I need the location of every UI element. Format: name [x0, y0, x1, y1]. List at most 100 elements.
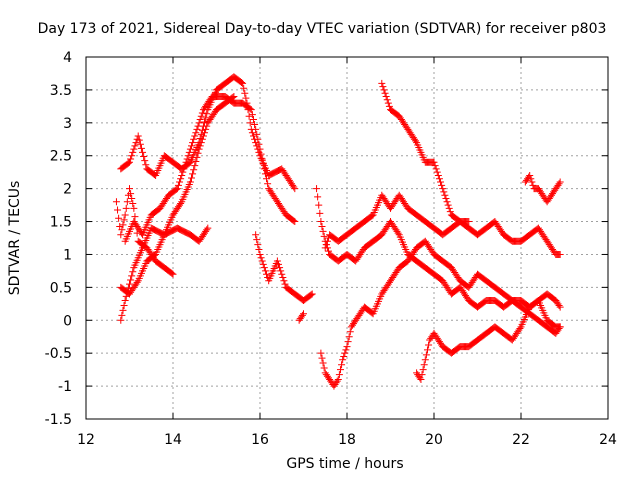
data-point	[343, 343, 351, 351]
data-point	[394, 229, 402, 237]
data-point	[420, 361, 428, 369]
data-point	[255, 246, 263, 254]
data-point	[126, 280, 133, 288]
data-point	[412, 137, 420, 145]
x-tick-labels: 12 14 16 18 20 22 24	[77, 432, 617, 448]
series-s7	[295, 310, 307, 324]
x-tick-label: 12	[77, 432, 95, 448]
data-point	[246, 105, 254, 113]
data-point	[338, 361, 346, 369]
data-point	[418, 371, 426, 379]
data-point	[140, 153, 148, 161]
data-point	[178, 171, 186, 179]
data-point	[465, 218, 473, 226]
series-s2	[121, 92, 299, 245]
data-point	[174, 181, 182, 189]
data-point	[290, 183, 298, 191]
data-point	[131, 142, 139, 150]
data-point	[132, 221, 140, 229]
data-point	[308, 290, 316, 298]
data-point	[177, 175, 185, 183]
data-point	[318, 222, 326, 230]
data-point	[323, 237, 331, 245]
data-point	[121, 297, 129, 305]
data-point	[187, 174, 195, 182]
data-point	[247, 106, 255, 114]
series-s6	[252, 231, 316, 305]
x-tick-label: 14	[164, 432, 182, 448]
data-point	[118, 311, 126, 319]
data-point	[190, 135, 198, 143]
data-point	[122, 204, 130, 212]
data-point	[319, 359, 327, 367]
data-point	[378, 79, 386, 87]
data-point	[322, 241, 330, 249]
data-point	[123, 288, 131, 296]
data-point	[422, 351, 430, 359]
data-point	[198, 135, 206, 143]
data-point	[119, 221, 127, 229]
data-point	[240, 84, 248, 92]
data-point	[437, 178, 445, 186]
data-point	[344, 338, 352, 346]
y-tick-label: -0.5	[45, 346, 72, 362]
data-point	[291, 185, 299, 193]
data-point	[556, 250, 564, 258]
data-point	[129, 148, 137, 156]
data-point	[251, 120, 259, 128]
y-tick-label: -1.5	[45, 412, 72, 428]
data-point	[204, 224, 212, 232]
data-point	[193, 125, 201, 133]
data-point	[555, 180, 563, 188]
data-point	[189, 139, 197, 147]
data-point	[127, 190, 135, 198]
data-point	[443, 198, 451, 206]
data-point	[115, 214, 123, 222]
data-point	[439, 185, 447, 193]
data-point	[334, 376, 342, 384]
data-point	[278, 270, 286, 278]
data-point	[127, 155, 135, 163]
data-point	[238, 79, 246, 87]
data-point	[260, 264, 268, 272]
data-point	[203, 122, 211, 130]
data-point	[199, 132, 207, 140]
data-point	[185, 148, 193, 156]
data-point	[135, 136, 143, 144]
data-point	[256, 145, 264, 153]
y-tick-label: 0.5	[50, 280, 72, 296]
data-point	[128, 195, 136, 203]
data-point	[177, 199, 185, 207]
data-point	[444, 201, 452, 209]
y-axis-label: SDTVAR / TECUs	[7, 181, 23, 296]
data-point	[136, 140, 144, 148]
data-point	[114, 206, 122, 214]
data-point	[118, 226, 126, 234]
data-point	[435, 175, 443, 183]
data-point	[192, 157, 200, 165]
data-point	[340, 352, 348, 360]
x-tick-label: 20	[425, 432, 443, 448]
data-point	[112, 198, 120, 206]
data-point	[180, 165, 188, 173]
data-point	[133, 278, 141, 286]
y-tick-label: 1	[63, 247, 72, 263]
data-point	[257, 150, 265, 158]
y-tick-label: 3.5	[50, 83, 72, 99]
data-point	[123, 198, 131, 206]
data-point	[181, 162, 189, 170]
data-point	[119, 306, 127, 314]
data-point	[445, 204, 453, 212]
data-point	[432, 165, 440, 173]
data-point	[242, 94, 250, 102]
data-point	[186, 178, 194, 186]
data-point	[259, 260, 267, 268]
x-tick-label: 24	[599, 432, 617, 448]
data-point	[230, 92, 238, 100]
data-point	[321, 244, 329, 252]
data-point	[120, 216, 128, 224]
data-point	[131, 213, 139, 221]
data-point	[182, 158, 190, 166]
data-point	[440, 188, 448, 196]
